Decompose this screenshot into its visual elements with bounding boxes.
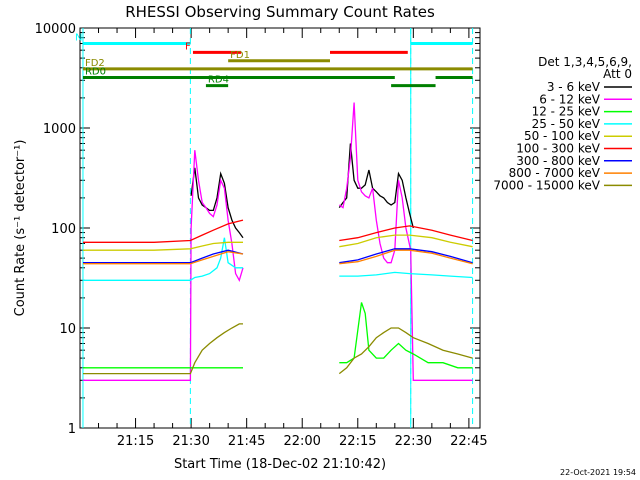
chart-title: RHESSI Observing Summary Count Rates <box>125 3 435 21</box>
y-tick-label: 1000 <box>43 122 76 137</box>
series-line <box>339 248 473 264</box>
series-lines <box>83 102 473 381</box>
legend-label: 50 - 100 keV <box>524 129 601 143</box>
x-tick-label: 22:30 <box>395 434 432 449</box>
y-tick-label: 10 <box>59 322 76 337</box>
series-line <box>339 302 473 369</box>
flag-bar-label: RD4 <box>208 75 229 86</box>
flag-bar-label: RD0 <box>85 66 106 77</box>
series-line <box>83 219 244 243</box>
x-tick-label: 22:00 <box>283 434 320 449</box>
legend-label: 100 - 300 keV <box>516 142 600 156</box>
series-line <box>339 249 473 265</box>
series-line <box>190 167 244 239</box>
footer-timestamp: 22-Oct-2021 19:54 <box>560 468 636 477</box>
series-line <box>339 225 473 242</box>
flag-bar-label: FD2 <box>85 58 105 69</box>
flag-bar-label: F <box>185 41 191 52</box>
x-tick-label: 21:30 <box>172 434 209 449</box>
series-line <box>338 143 414 229</box>
y-tick-label: 10000 <box>35 22 76 37</box>
series-line <box>338 102 473 381</box>
axis-ticks <box>80 27 480 429</box>
x-tick-label: 22:15 <box>339 434 376 449</box>
legend-label: 800 - 7000 keV <box>509 166 601 180</box>
legend-header-line1: Det 1,3,4,5,6,9, <box>538 55 632 69</box>
series-line <box>83 251 244 265</box>
y-tick-label: 1 <box>68 422 76 437</box>
series-line <box>339 271 473 279</box>
series-line <box>83 249 244 264</box>
legend-label: 12 - 25 keV <box>532 105 601 119</box>
y-axis-label: Count Rate (s⁻¹ detector⁻¹) <box>13 140 28 317</box>
series-line <box>83 150 244 381</box>
legend-header-line2: Att 0 <box>603 67 632 81</box>
x-tick-label: 21:15 <box>117 434 154 449</box>
flag-bar-label: FD1 <box>230 50 250 61</box>
legend-label: 7000 - 15000 keV <box>493 178 600 192</box>
legend-label: 3 - 6 keV <box>547 80 601 94</box>
series-line <box>83 241 243 251</box>
x-tick-label: 21:45 <box>228 434 265 449</box>
legend-label: 25 - 50 keV <box>532 117 601 131</box>
x-axis-label: Start Time (18-Dec-02 21:10:42) <box>174 457 386 472</box>
series-line <box>83 323 243 375</box>
legend-label: 6 - 12 keV <box>539 92 601 106</box>
legend-label: 300 - 800 keV <box>516 154 600 168</box>
series-line <box>339 234 473 248</box>
tick-labels: 1 10 100 1000 10000 21:15 21:30 21:45 22:00 22:15… <box>35 22 488 449</box>
x-tick-label: 22:45 <box>450 434 487 449</box>
y-tick-label: 100 <box>51 222 76 237</box>
series-line <box>338 327 473 375</box>
series-line <box>83 237 243 281</box>
flag-bar-label: N <box>75 32 82 43</box>
